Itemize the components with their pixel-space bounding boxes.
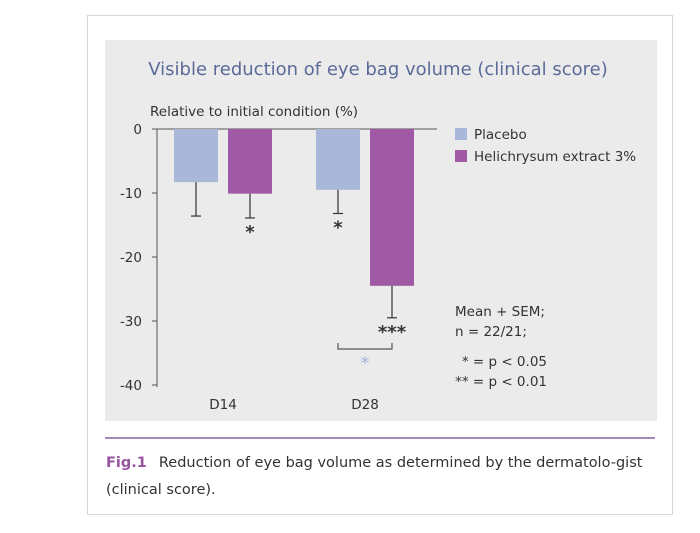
caption-rule — [105, 437, 655, 439]
significance-key-2: ** = p < 0.01 — [455, 374, 547, 390]
y-tick-label: -30 — [120, 314, 142, 330]
bars — [174, 129, 414, 286]
y-axis-label: Relative to initial condition (%) — [150, 104, 358, 120]
significance-label: *** — [378, 322, 407, 343]
stats-note-n: n = 22/21; — [455, 324, 527, 340]
y-tick-label: -10 — [120, 186, 142, 202]
legend-swatch-placebo — [455, 128, 467, 140]
chart-title: Visible reduction of eye bag volume (cli… — [148, 59, 608, 80]
bar — [316, 129, 360, 190]
y-tick-label: -40 — [120, 378, 142, 394]
category-label: D14 — [209, 397, 237, 413]
legend: Placebo Helichrysum extract 3% — [455, 127, 636, 165]
category-label: D28 — [351, 397, 379, 413]
figure-label: Fig.1 — [106, 455, 147, 471]
y-tick-label: -20 — [120, 250, 142, 266]
legend-label-helichrysum: Helichrysum extract 3% — [474, 149, 636, 165]
significance-key-1: * = p < 0.05 — [462, 354, 547, 370]
caption-text: Reduction of eye bag volume as determine… — [106, 455, 643, 498]
significance-markers: * **** — [245, 217, 406, 342]
comparison-bracket — [337, 343, 393, 350]
y-ticks: 0 -10 -20 -30 -40 — [120, 122, 157, 394]
error-bars — [191, 182, 397, 319]
legend-swatch-helichrysum — [455, 150, 467, 162]
bar — [228, 129, 272, 194]
bar — [370, 129, 414, 286]
category-labels: D14 D28 — [209, 397, 379, 413]
figure-caption: Fig.1 Reduction of eye bag volume as dete… — [106, 450, 654, 504]
legend-label-placebo: Placebo — [474, 127, 527, 143]
bar — [174, 129, 218, 183]
significance-label: * — [333, 217, 343, 238]
comparison-significance: * — [361, 353, 370, 374]
stats-note-mean: Mean + SEM; — [455, 304, 545, 320]
significance-label: * — [245, 222, 255, 243]
y-tick-label: 0 — [133, 122, 142, 138]
